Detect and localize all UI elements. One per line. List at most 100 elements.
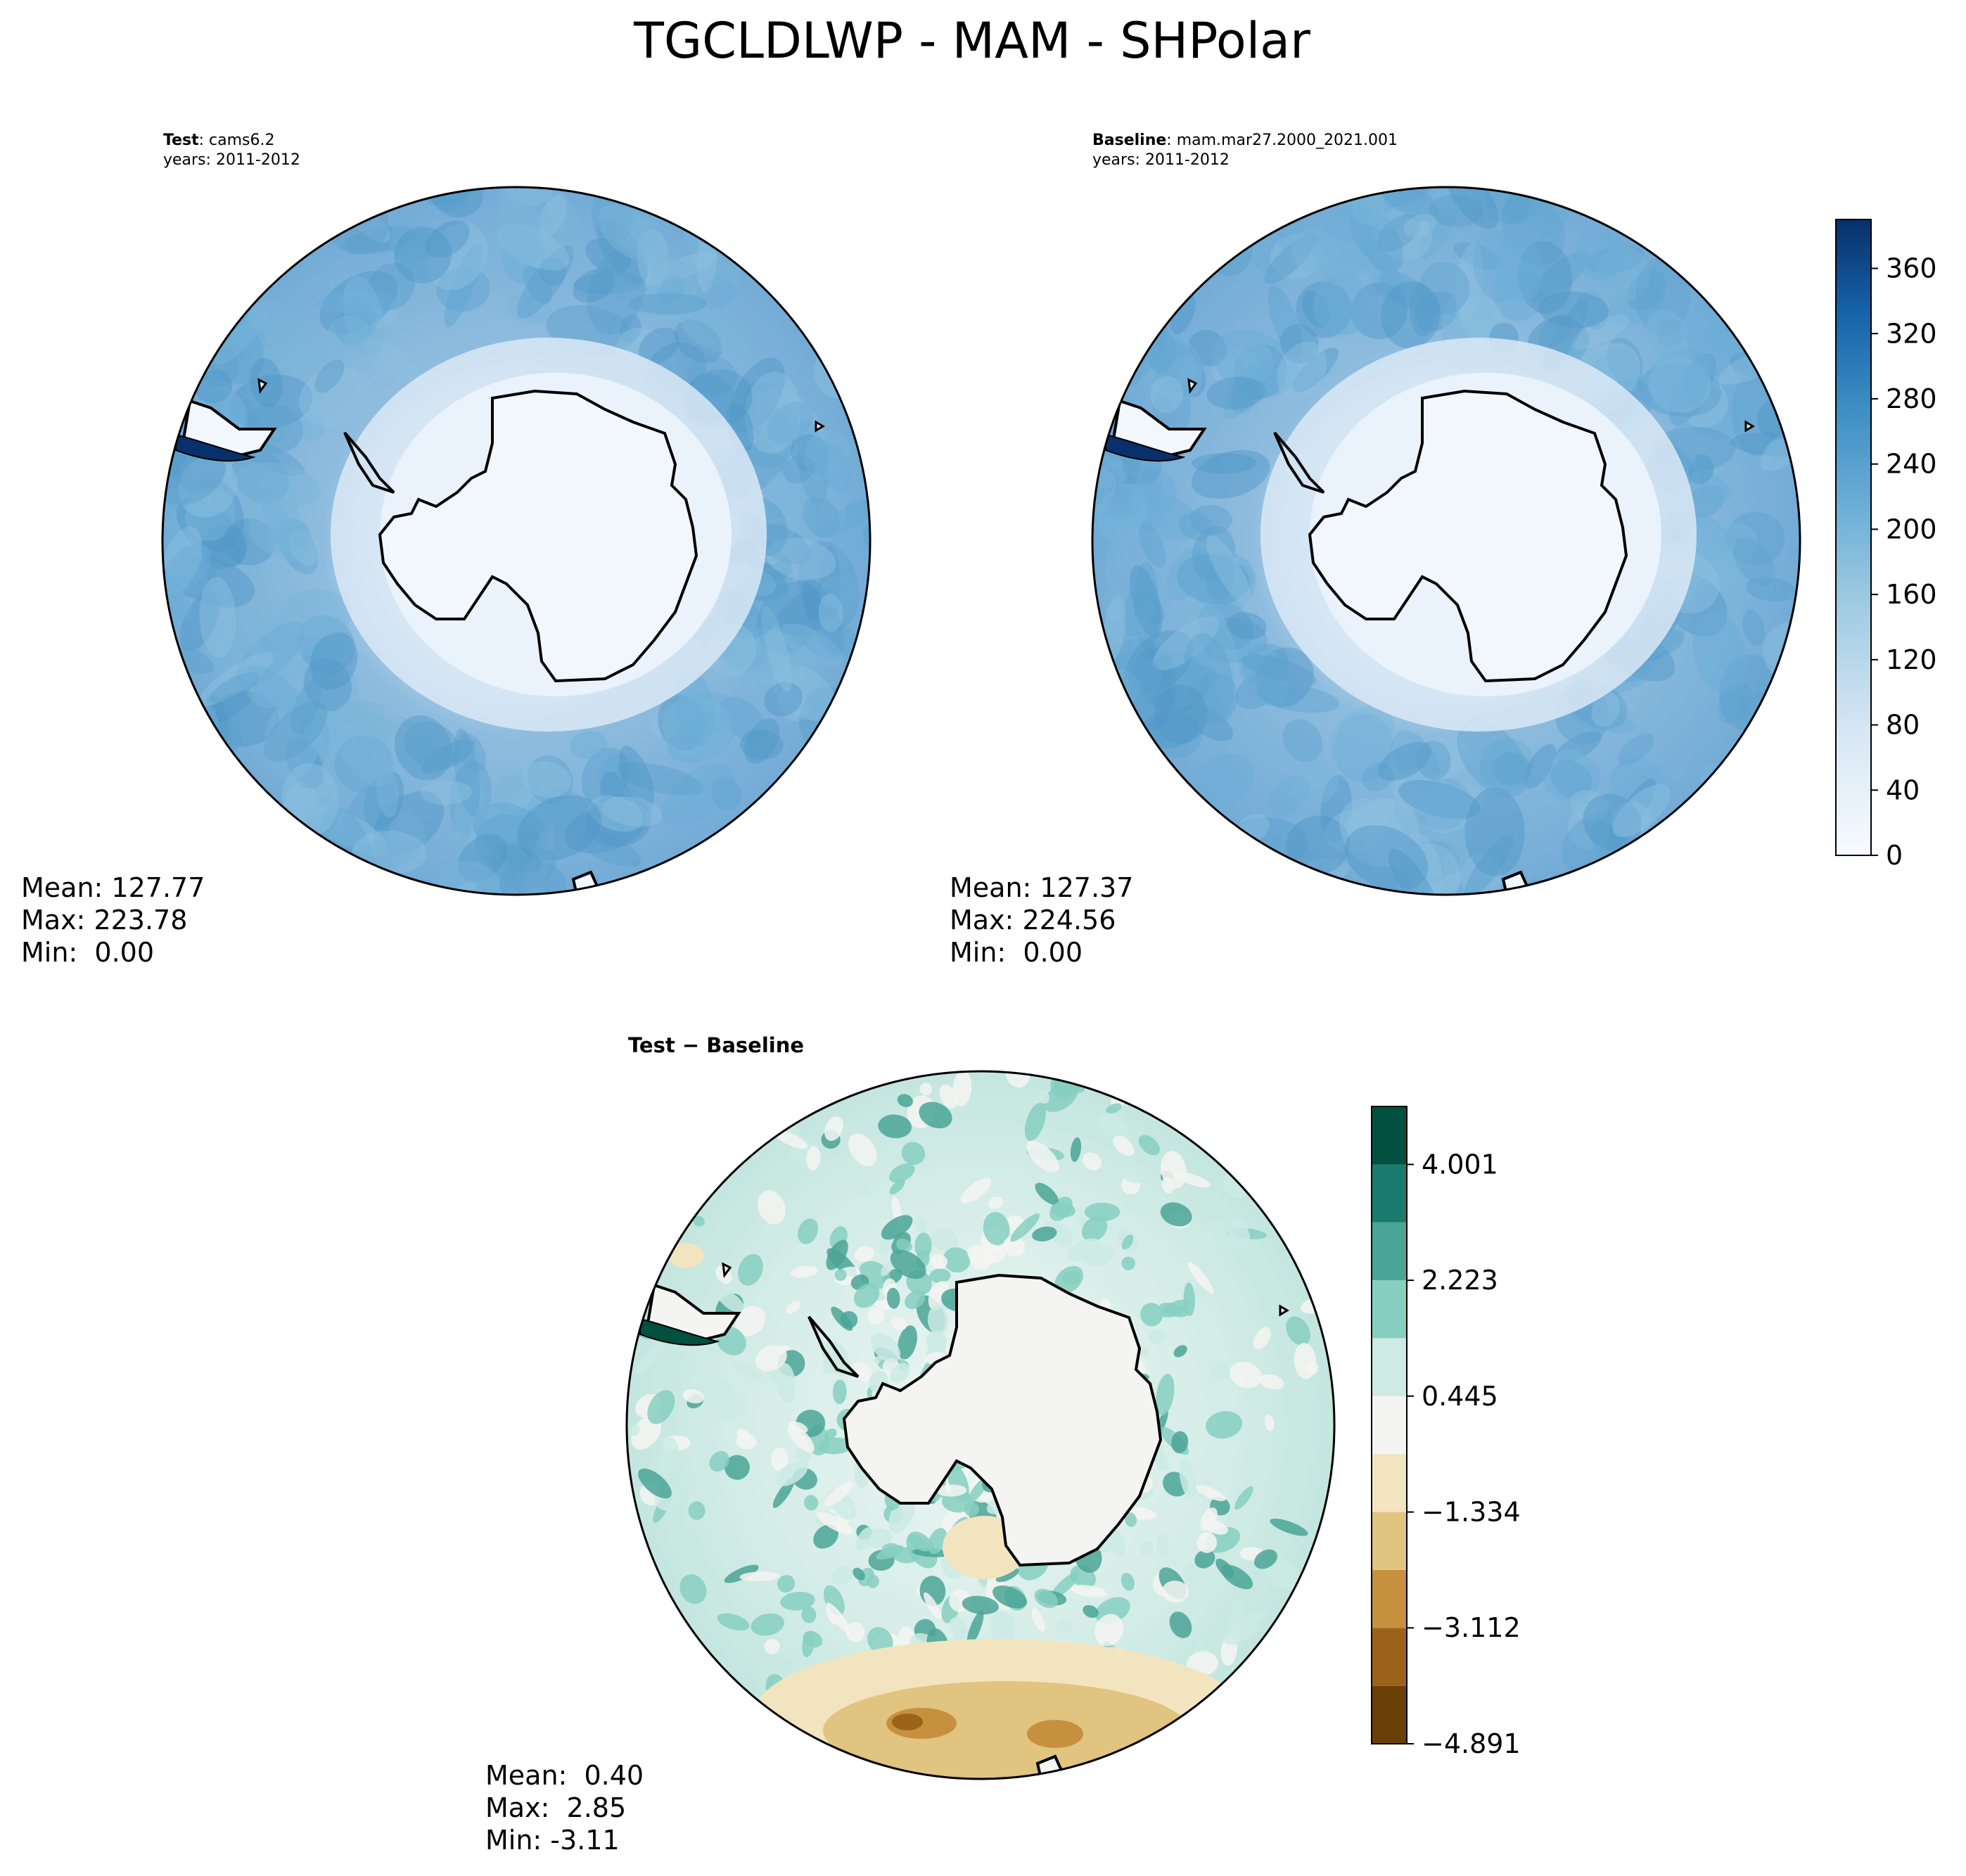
field-patch: [822, 1341, 850, 1376]
coastline: [639, 1262, 1289, 1779]
field-patch: [1202, 1519, 1229, 1535]
field-patch: [1538, 291, 1609, 328]
field-patch: [774, 1460, 808, 1486]
field-patch: [871, 1332, 901, 1363]
field-patch: [395, 715, 452, 781]
field-patch: [314, 359, 345, 393]
colorbar-abs: 0 40 80 120 160 200 240 280 320 360: [1835, 219, 1937, 871]
field-patch: [629, 293, 707, 315]
field-patch: [661, 763, 734, 827]
field-patch: [1570, 789, 1609, 821]
field-patch: [1183, 703, 1233, 741]
field-patch: [497, 187, 554, 210]
field-patch: [766, 537, 836, 580]
field-patch: [1491, 752, 1531, 786]
field-patch: [599, 203, 656, 260]
field-patch: [1312, 237, 1374, 288]
field-patch: [1502, 191, 1531, 225]
field-patch: [758, 1190, 786, 1225]
field-patch: [1256, 684, 1340, 713]
field-patch: [245, 665, 305, 717]
field-patch: [1123, 580, 1156, 637]
field-patch: [775, 588, 841, 636]
field-patch: [919, 1083, 933, 1096]
field-patch: [1032, 1226, 1057, 1242]
field-patch: [1051, 1201, 1075, 1218]
field-patch: [1351, 282, 1408, 340]
field-patch: [1555, 731, 1602, 763]
field-patch: [1242, 643, 1289, 687]
panel-test-years: years: 2011-2012: [163, 151, 300, 169]
field-patch: [1196, 554, 1256, 615]
field-patch: [639, 327, 679, 364]
field-patch: [693, 1215, 705, 1227]
field-patch: [251, 613, 304, 695]
field-patch: [832, 1379, 847, 1405]
field-patch: [1677, 521, 1758, 575]
field-patch: [279, 589, 352, 638]
field-patch: [764, 1638, 780, 1654]
field-patch: [229, 374, 313, 430]
field-patch: [720, 627, 803, 686]
field-patch: [962, 1595, 999, 1615]
field-patch: [444, 243, 483, 327]
field-patch: [1054, 1265, 1083, 1294]
field-patch: [1175, 1171, 1211, 1188]
field-patch: [334, 735, 393, 793]
field-patch: [1109, 491, 1162, 532]
field-patch: [1264, 234, 1317, 284]
field-patch: [1607, 338, 1643, 385]
field-patch: [1460, 295, 1504, 343]
field-patch: [679, 1574, 707, 1604]
field-patch: [585, 238, 632, 274]
field-patch: [1056, 1619, 1072, 1634]
field-patch: [1169, 1612, 1192, 1638]
field-patch: [564, 803, 646, 854]
panel-diff-stats: Mean: 0.40 Max: 2.85 Min: -3.11: [485, 1760, 644, 1856]
field-patch: [914, 1215, 928, 1234]
field-patch: [1493, 233, 1544, 303]
field-patch: [867, 1627, 893, 1654]
field-patch: [969, 1246, 993, 1270]
field-patch: [806, 1146, 821, 1170]
field-patch: [1092, 468, 1116, 518]
field-patch: [1212, 329, 1298, 397]
field-patch: [710, 776, 742, 811]
field-patch: [1270, 1518, 1308, 1536]
field-patch: [248, 496, 302, 554]
field-patch: [1192, 525, 1236, 582]
field-patch: [162, 486, 201, 539]
colorbar-tick-label: 40: [1886, 774, 1920, 805]
field-patch: [1277, 341, 1327, 400]
colorbar-abs-fill: [1835, 219, 1872, 856]
field-patch: [299, 367, 375, 428]
field-patch: [826, 1602, 851, 1634]
field-patch: [452, 774, 486, 864]
field-patch: [1081, 1216, 1108, 1242]
panel-baseline-label-bold: Baseline: [1092, 132, 1166, 149]
panel-test-label: Test: cams6.2: [163, 132, 275, 149]
map-baseline-frame: [1091, 186, 1801, 896]
field-patch: [585, 794, 652, 848]
field-patch: [1137, 329, 1204, 401]
field-patch: [1026, 1140, 1059, 1173]
field-patch: [929, 1268, 951, 1284]
field-patch: [725, 1455, 750, 1480]
field-patch: [1342, 798, 1395, 839]
panel-baseline: Baseline: mam.mar27.2000_2021.001 years:…: [950, 132, 1937, 968]
field-patch: [201, 634, 262, 672]
field-patch: [1131, 582, 1180, 633]
field-patch: [573, 272, 644, 295]
field-patch: [1732, 537, 1775, 587]
field-patch: [736, 1434, 757, 1450]
field-patch: [1124, 1168, 1149, 1184]
field-patch: [1102, 587, 1136, 622]
field-patch: [363, 338, 422, 385]
field-patch: [992, 1585, 1028, 1609]
colorbar-tick-label: 120: [1886, 644, 1937, 675]
stat-mean: Mean: 127.37: [950, 872, 1133, 903]
field-patch: [1206, 1410, 1242, 1439]
field-patch: [1315, 200, 1379, 283]
field-patch: [1607, 285, 1665, 326]
field-patch: [803, 497, 841, 539]
